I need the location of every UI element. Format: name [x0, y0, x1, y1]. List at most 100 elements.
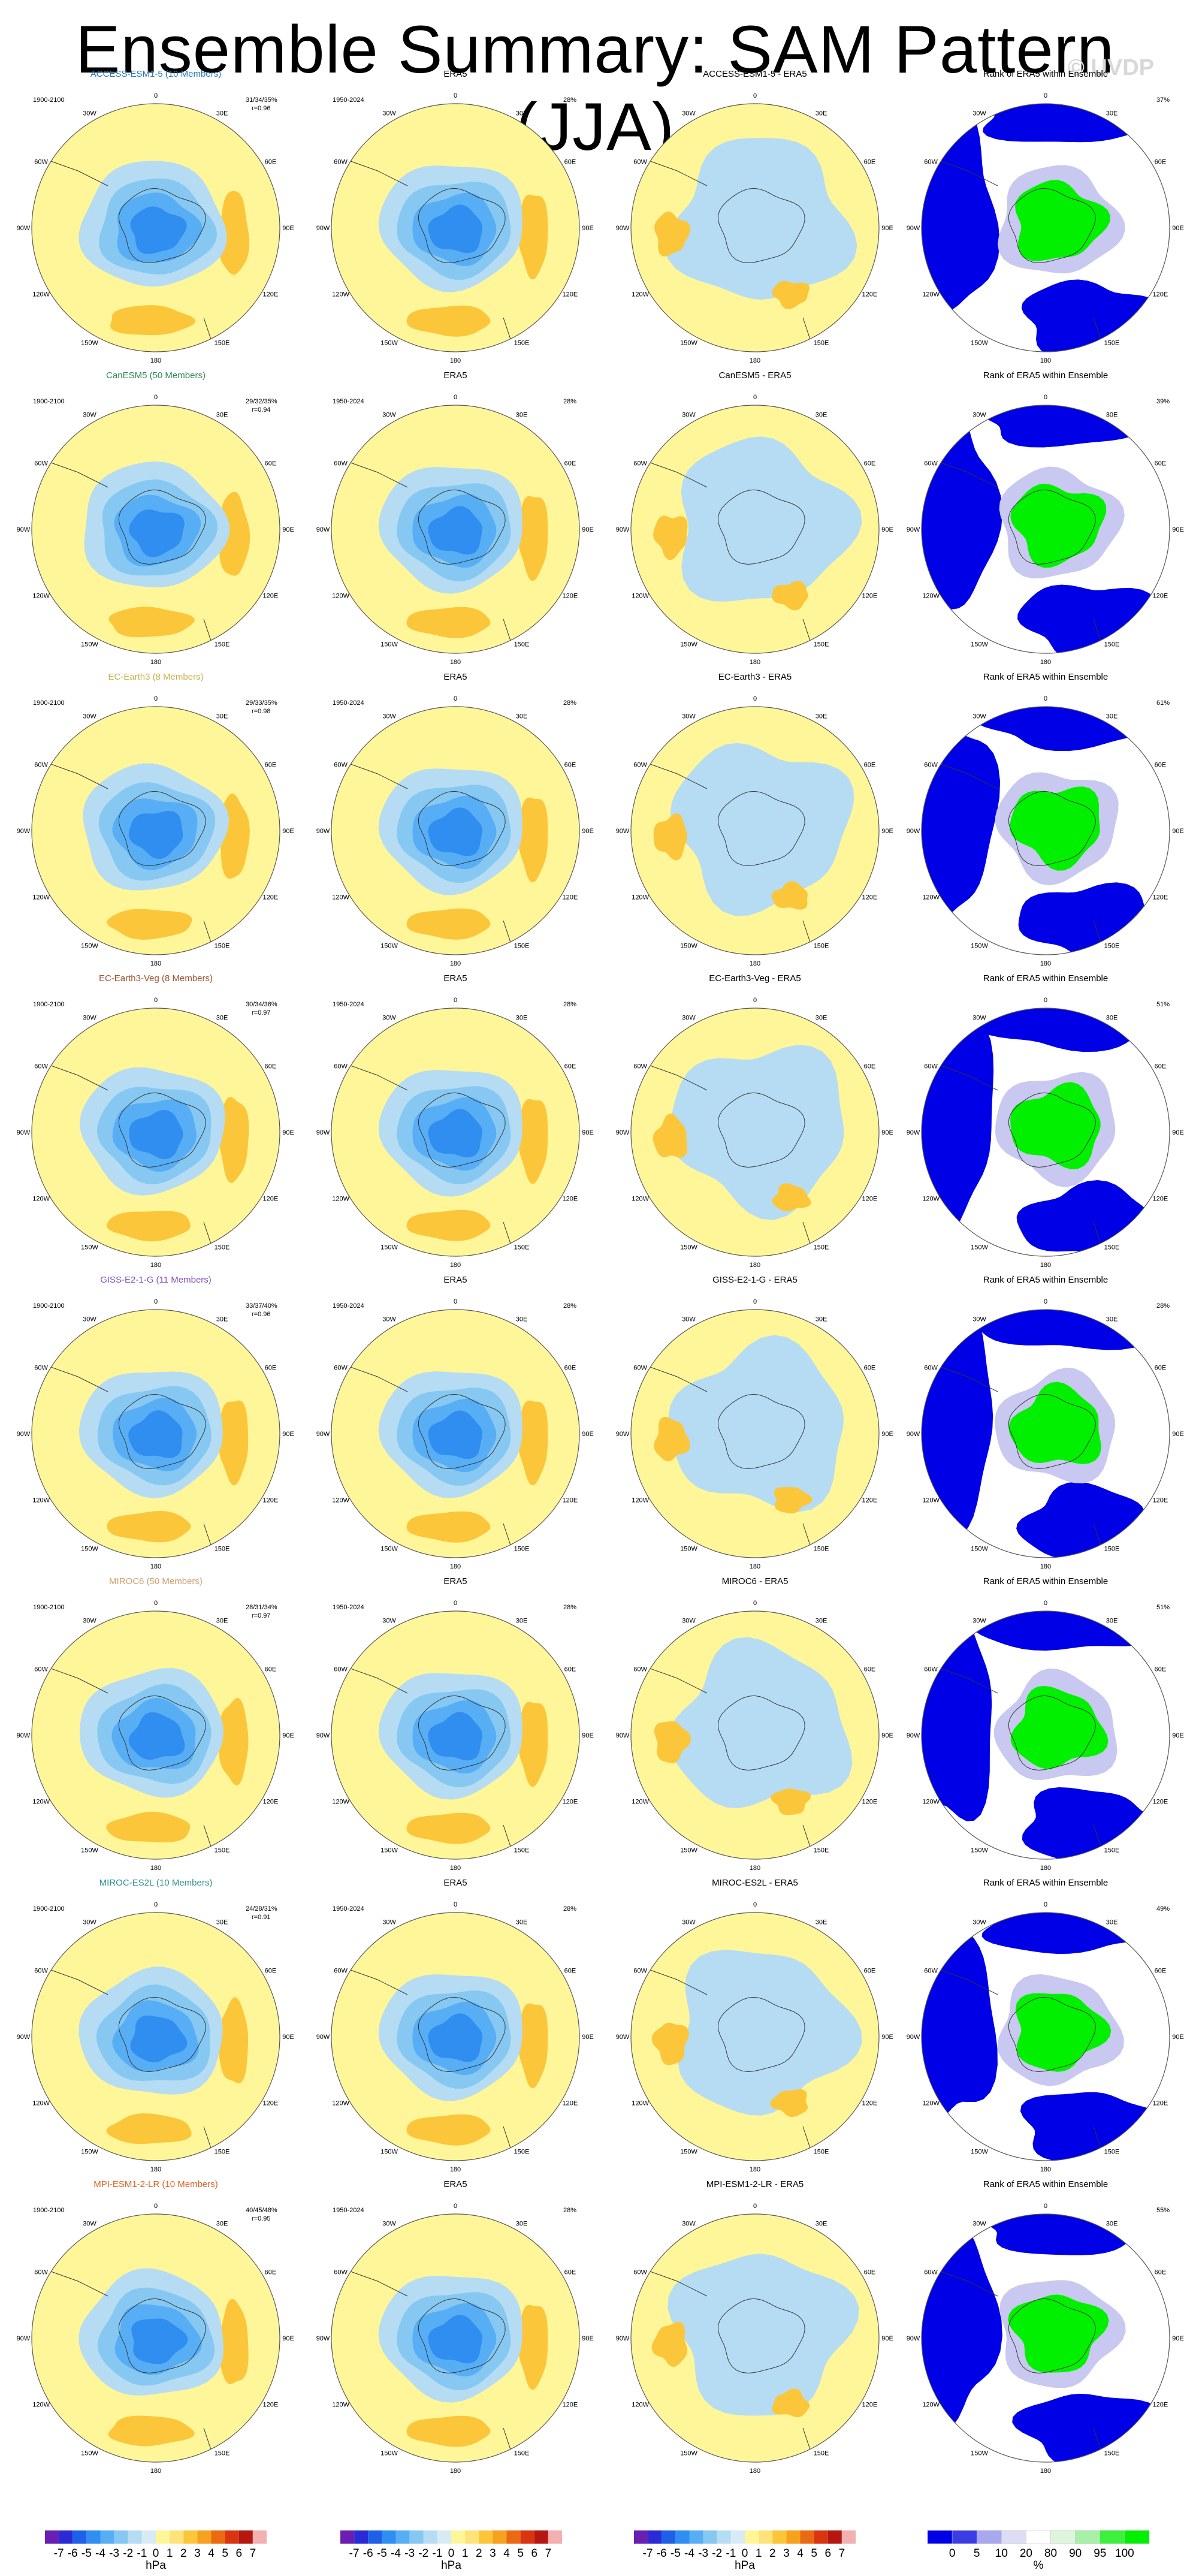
longitude-label: 30W — [682, 713, 696, 720]
colorbar-tick: 1 — [462, 2547, 469, 2560]
longitude-label: 30E — [516, 1919, 528, 1926]
longitude-label: 120E — [862, 1196, 878, 1203]
coastline-antarctica — [1008, 2298, 1096, 2374]
rank-panel-title: Rank of ERA5 within Ensemble — [983, 1275, 1108, 1285]
longitude-label: 30W — [83, 1316, 96, 1323]
correlation-label: r=0.96 — [252, 1311, 271, 1318]
colorbar-tick: -7 — [54, 2547, 64, 2560]
longitude-label: 60E — [265, 1063, 277, 1070]
obs-panel-title: ERA5 — [443, 1878, 467, 1888]
rank-high — [1010, 1082, 1101, 1169]
longitude-label: 90W — [616, 828, 630, 835]
obs-panel-title: ERA5 — [443, 973, 467, 984]
positive-anomaly — [518, 1099, 548, 1184]
longitude-label: 0 — [1044, 1600, 1047, 1607]
longitude-label: 30W — [83, 1919, 96, 1926]
colorbar-tick: -7 — [349, 2547, 360, 2560]
longitude-label: 90W — [316, 526, 330, 533]
coastline-antarctica — [418, 1996, 506, 2073]
longitude-label: 60W — [34, 1968, 48, 1975]
correlation-label: r=0.91 — [252, 1914, 271, 1921]
longitude-label: 30E — [816, 110, 827, 117]
longitude-label: 120W — [632, 291, 649, 298]
longitude-label: 120W — [32, 894, 50, 901]
longitude-label: 120E — [263, 1497, 279, 1504]
longitude-label: 60E — [564, 1365, 576, 1372]
stats-label: 30/34/36% — [246, 1001, 277, 1008]
longitude-label: 60E — [265, 159, 277, 166]
negative-contour-4 — [428, 807, 482, 856]
colorbar-tick: -3 — [404, 2547, 415, 2560]
longitude-label: 120W — [632, 593, 649, 600]
longitude-label: 90E — [582, 1732, 594, 1739]
colorbar-tick: 5 — [811, 2547, 817, 2560]
longitude-label: 60W — [633, 762, 647, 769]
obs-percent: 28% — [563, 398, 576, 405]
longitude-label: 120W — [32, 1196, 50, 1203]
colorbar-swatch — [493, 2530, 507, 2544]
positive-difference — [654, 211, 690, 257]
colorbar-swatch — [100, 2530, 114, 2544]
longitude-label: 90W — [907, 1732, 920, 1739]
positive-anomaly — [218, 2299, 249, 2385]
longitude-label: 180 — [150, 357, 161, 364]
model-panel-title: MPI-ESM1-2-LR (10 Members) — [93, 2179, 218, 2189]
longitude-label: 150W — [380, 339, 398, 346]
coastline-antarctica — [418, 1393, 506, 1470]
longitude-label: 60E — [265, 460, 277, 467]
longitude-label: 30E — [1106, 110, 1118, 117]
period-label: 1900-2100 — [33, 699, 65, 707]
longitude-label: 150E — [814, 1244, 829, 1251]
longitude-label: 90W — [616, 2335, 630, 2342]
coastline-antarctica — [717, 1393, 805, 1470]
rank-low — [922, 1310, 993, 1534]
longitude-label: 120E — [563, 593, 578, 600]
longitude-label: 60W — [633, 1365, 647, 1372]
longitude-label: 180 — [450, 960, 461, 967]
colorbar-swatch — [730, 2530, 745, 2544]
longitude-label: 60W — [924, 460, 938, 467]
colorbar-swatch — [1001, 2530, 1026, 2544]
longitude-label: 90E — [881, 828, 893, 835]
longitude-label: 0 — [753, 394, 757, 401]
map-boundary — [331, 1912, 580, 2161]
longitude-label: 60E — [864, 1063, 876, 1070]
positive-difference — [651, 2321, 688, 2367]
longitude-label: 60W — [334, 762, 348, 769]
longitude-label: 90W — [616, 1431, 630, 1438]
coastline-antarctica — [418, 188, 506, 264]
colorbar-unit: % — [1034, 2559, 1044, 2572]
rank-low — [981, 1913, 1170, 1954]
longitude-label: 120E — [1153, 593, 1168, 600]
longitude-label: 90E — [282, 828, 294, 835]
positive-difference — [772, 2388, 810, 2418]
longitude-label: 150E — [1104, 1244, 1120, 1251]
longitude-label: 60E — [864, 159, 876, 166]
colorbar-swatch — [156, 2530, 170, 2544]
longitude-label: 150W — [971, 942, 988, 949]
colorbar-swatch — [814, 2530, 828, 2544]
longitude-label: 180 — [1040, 659, 1051, 666]
longitude-label: 60W — [34, 159, 48, 166]
longitude-label: 30W — [972, 412, 986, 419]
period-label: 1900-2100 — [33, 96, 65, 104]
longitude-label: 90E — [282, 225, 294, 232]
longitude-label: 90E — [881, 1431, 893, 1438]
map-boundary — [331, 1309, 580, 1558]
longitude-label: 60E — [265, 1365, 277, 1372]
longitude-label: 120E — [263, 1799, 279, 1806]
longitude-label: 120E — [563, 894, 578, 901]
coastline-antarctica — [717, 2298, 805, 2374]
longitude-label: 30E — [816, 1015, 827, 1022]
coastline-antarctica — [717, 1695, 805, 1771]
coastline-antarctica — [1008, 489, 1096, 565]
longitude-label: 180 — [750, 1865, 760, 1872]
longitude-label: 60E — [564, 1968, 576, 1975]
longitude-label: 120E — [263, 593, 279, 600]
longitude-label: 150E — [215, 1545, 230, 1552]
longitude-label: 90E — [282, 2034, 294, 2041]
negative-difference — [668, 2254, 859, 2416]
longitude-label: 30W — [382, 1316, 396, 1323]
longitude-label: 120W — [632, 1497, 649, 1504]
longitude-label: 60W — [924, 159, 938, 166]
